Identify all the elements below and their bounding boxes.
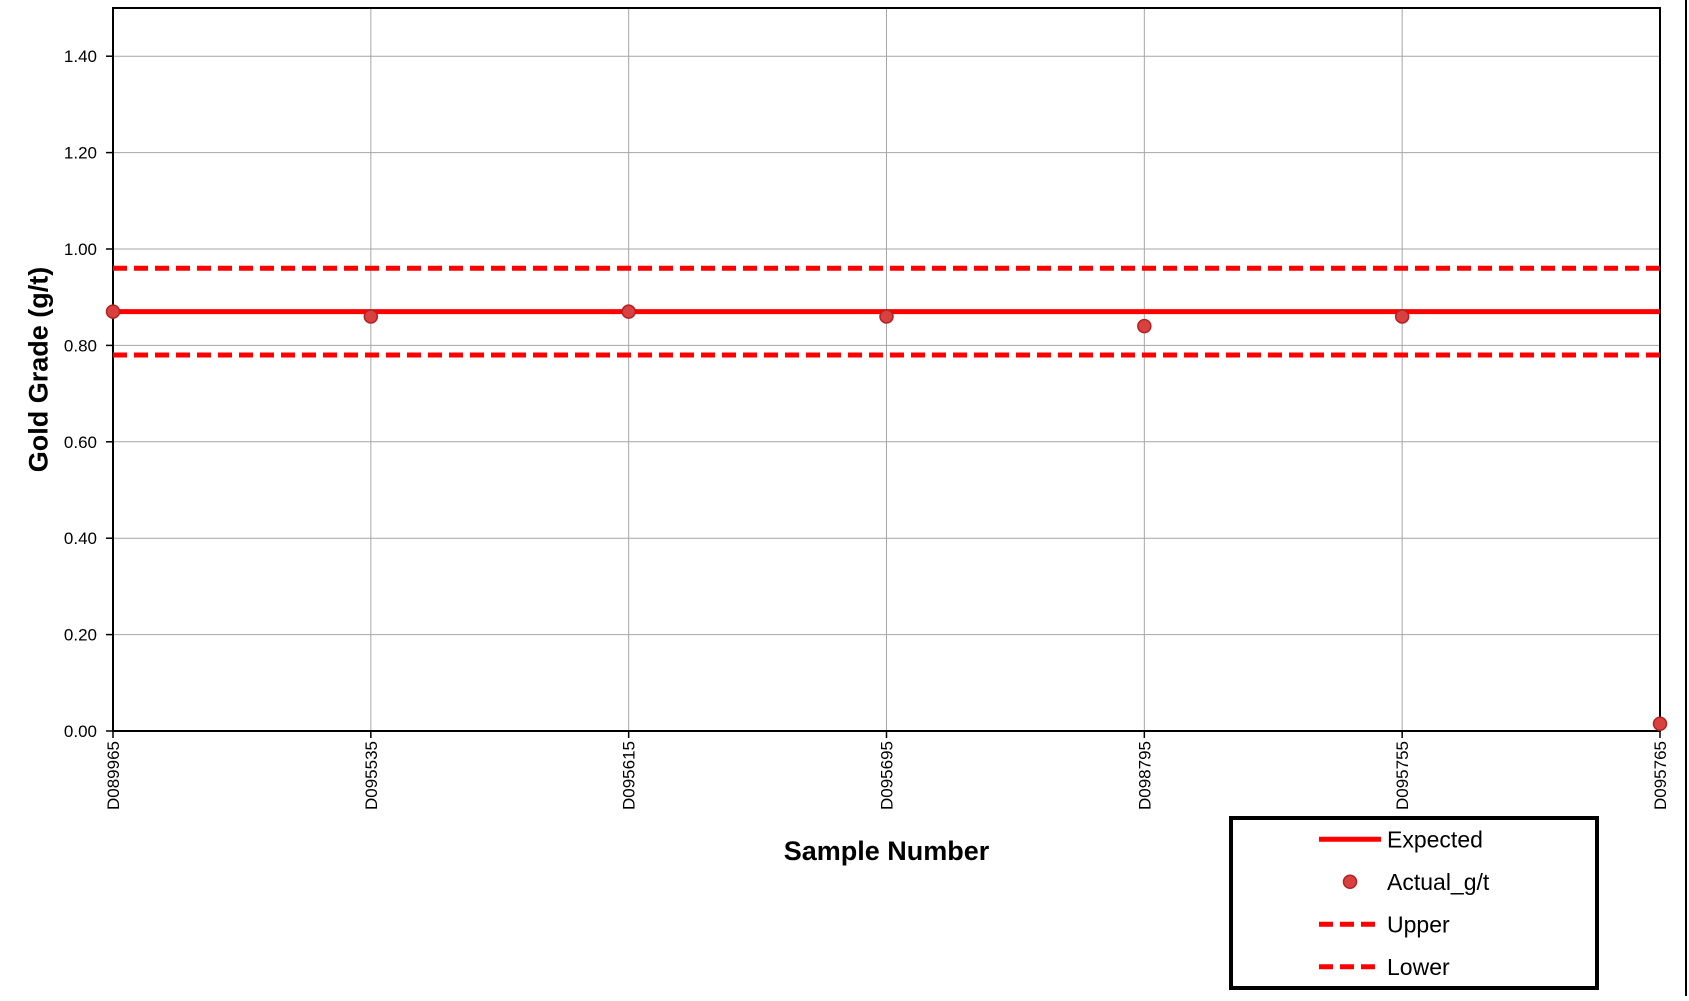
- actual-point: [1394, 309, 1410, 324]
- y-axis-ticks: 0.00 0.20 0.40 0.60 0.80 1.00 1.20 1.40: [64, 47, 113, 741]
- actual-point: [879, 309, 894, 324]
- legend-label: Actual_g/t: [1387, 869, 1490, 895]
- legend-items: Expected Actual_g/t Upper Lower: [1319, 826, 1490, 980]
- y-tick-label: 1.00: [64, 240, 97, 259]
- legend-marker-actual: [1342, 874, 1358, 889]
- y-tick-label: 0.80: [64, 336, 97, 355]
- x-tick-label: D095755: [1393, 741, 1412, 810]
- x-tick-label: D095535: [362, 741, 381, 810]
- y-tick-label: 0.00: [64, 722, 97, 741]
- y-tick-label: 0.40: [64, 529, 97, 548]
- actual-point: [1137, 318, 1152, 334]
- legend-label: Lower: [1387, 954, 1450, 980]
- legend-box: [1229, 816, 1599, 990]
- actual-point: [363, 309, 379, 324]
- x-tick-label: D089965: [104, 741, 123, 810]
- x-tick-label: D095765: [1651, 741, 1670, 810]
- y-tick-label: 0.60: [64, 433, 97, 452]
- actual-point: [1652, 716, 1668, 732]
- y-tick-label: 1.40: [64, 47, 97, 66]
- series: [105, 265, 1668, 732]
- y-tick-label: 0.20: [64, 626, 97, 645]
- x-axis-title: Sample Number: [784, 836, 990, 866]
- actual-point: [105, 304, 121, 319]
- actual-point: [621, 304, 636, 319]
- gridlines: [113, 8, 1660, 732]
- legend-label: Upper: [1387, 911, 1450, 937]
- x-tick-label: D095695: [878, 741, 897, 810]
- legend-label: Expected: [1387, 826, 1483, 852]
- legend: Expected Actual_g/t Upper Lower: [1229, 816, 1599, 990]
- x-axis-ticks: D089965 D095535 D095615 D095695 D098795 D0957…: [104, 731, 1670, 810]
- x-tick-label: D098795: [1135, 741, 1154, 810]
- y-axis-title: Gold Grade (g/t): [23, 267, 53, 473]
- x-tick-label: D095615: [620, 741, 639, 810]
- y-tick-label: 1.20: [64, 144, 97, 163]
